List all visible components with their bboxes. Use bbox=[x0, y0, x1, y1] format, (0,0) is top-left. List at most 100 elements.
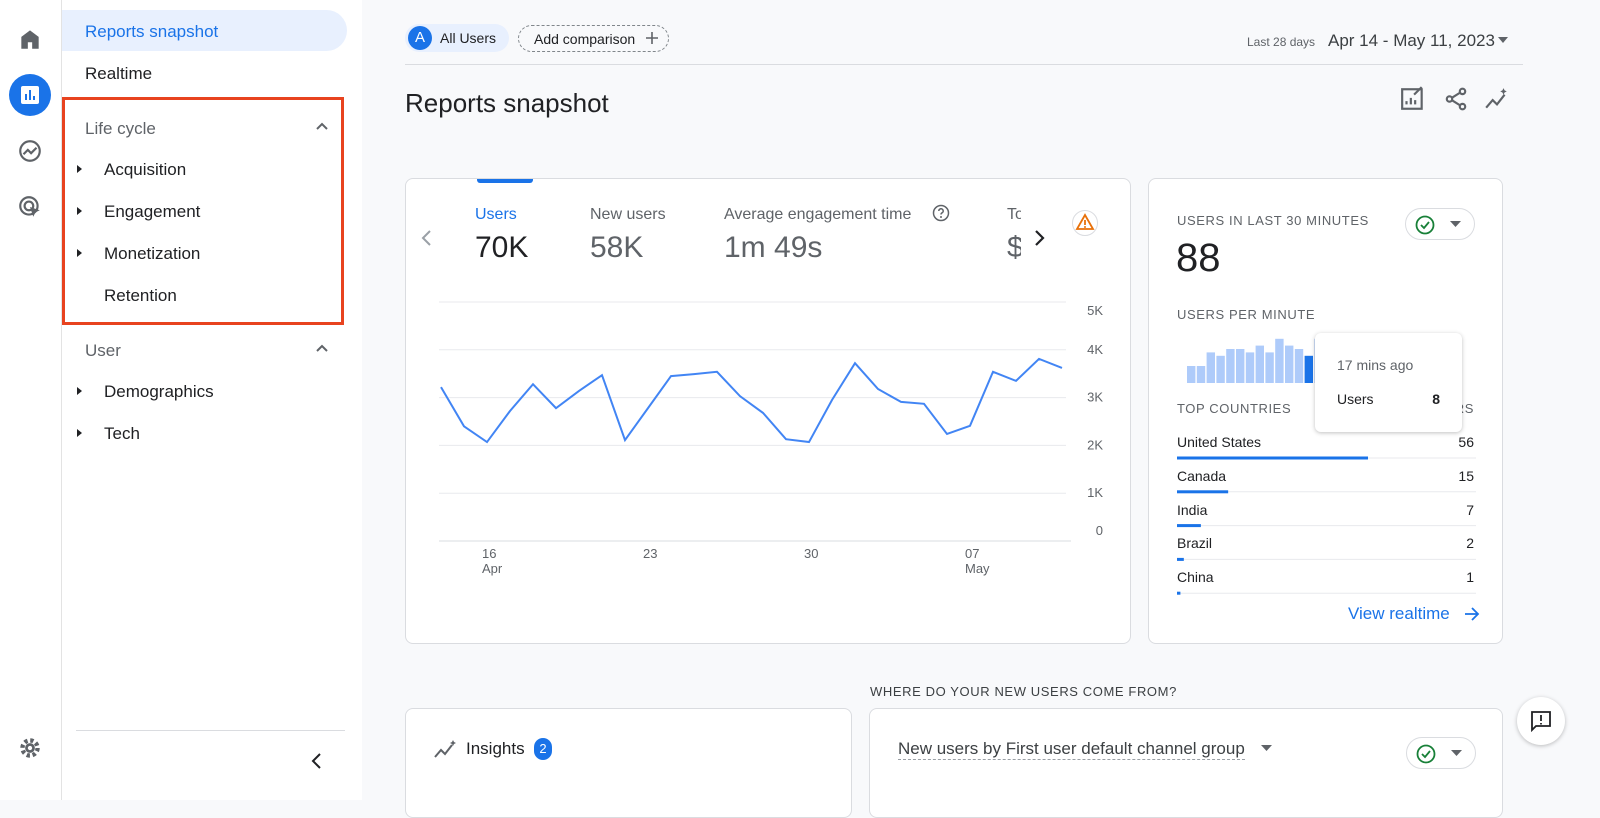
active-tab-indicator bbox=[477, 179, 533, 183]
segment-chip[interactable]: A All Users bbox=[405, 24, 509, 52]
advertising-icon[interactable] bbox=[17, 194, 43, 220]
minute-bar bbox=[1285, 345, 1294, 383]
metric-value: 70K bbox=[475, 231, 529, 264]
metric-label[interactable]: To bbox=[1007, 206, 1021, 223]
metric-value: $ bbox=[1007, 231, 1021, 265]
section-title[interactable]: User bbox=[85, 341, 121, 360]
minute-bar bbox=[1245, 352, 1255, 383]
x-tick-sublabel: May bbox=[965, 561, 990, 576]
y-tick-label: 2K bbox=[1087, 437, 1103, 452]
country-users: 2 bbox=[1466, 535, 1474, 552]
section-heading: WHERE DO YOUR NEW USERS COME FROM? bbox=[870, 684, 1177, 699]
minute-bar bbox=[1216, 355, 1225, 383]
nav-item[interactable]: Monetization bbox=[104, 244, 201, 263]
insights-card: Insights 2 bbox=[405, 708, 852, 818]
view-realtime-link[interactable]: View realtime bbox=[1348, 604, 1450, 623]
dropdown-icon bbox=[1450, 221, 1461, 227]
nav-rail bbox=[0, 0, 62, 800]
explore-icon[interactable] bbox=[17, 138, 43, 164]
date-range[interactable]: Apr 14 - May 11, 2023 bbox=[1328, 31, 1495, 50]
nav-item[interactable]: Demographics bbox=[104, 382, 214, 401]
plus-icon bbox=[646, 32, 658, 44]
metric-label[interactable]: New users bbox=[590, 206, 666, 223]
x-tick-label: 16 bbox=[482, 546, 496, 561]
status-chip[interactable] bbox=[1406, 737, 1476, 769]
nav-item[interactable]: Engagement bbox=[104, 202, 201, 221]
divider bbox=[76, 730, 345, 731]
nav-item[interactable]: Realtime bbox=[85, 64, 153, 83]
expand-arrow bbox=[77, 249, 82, 257]
minute-bar bbox=[1265, 352, 1274, 383]
x-tick-label: 23 bbox=[643, 546, 657, 561]
countries-title: TOP COUNTRIES bbox=[1177, 401, 1292, 416]
realtime-charts bbox=[1177, 338, 1476, 595]
nav-item[interactable]: Acquisition bbox=[104, 160, 187, 179]
metric-clip: To $ bbox=[1007, 199, 1021, 271]
nav-item[interactable]: Reports snapshot bbox=[85, 22, 219, 41]
expand-arrow bbox=[77, 429, 82, 437]
country-name: India bbox=[1177, 501, 1208, 518]
insights-title[interactable]: Insights bbox=[466, 739, 525, 758]
date-dropdown[interactable] bbox=[1497, 36, 1509, 44]
country-bar bbox=[1177, 456, 1368, 460]
help-icon[interactable] bbox=[932, 204, 950, 222]
feedback-button[interactable] bbox=[1517, 697, 1565, 745]
customize-icon[interactable] bbox=[1400, 86, 1426, 112]
prev-button[interactable] bbox=[420, 229, 432, 247]
metric-label[interactable]: Users bbox=[475, 206, 517, 223]
minute-bar bbox=[1294, 349, 1304, 383]
y-tick-label: 0 bbox=[1096, 523, 1103, 538]
next-button[interactable] bbox=[1034, 229, 1046, 247]
insights-icon bbox=[434, 740, 456, 758]
settings-icon[interactable] bbox=[17, 735, 43, 761]
country-bar bbox=[1177, 557, 1184, 561]
y-tick-label: 3K bbox=[1087, 390, 1103, 405]
home-icon[interactable] bbox=[17, 26, 43, 52]
collapse-sidebar[interactable] bbox=[310, 752, 324, 770]
x-tick-label: 30 bbox=[804, 546, 818, 561]
x-tick-label: 07 bbox=[965, 546, 979, 561]
realtime-title: USERS IN LAST 30 MINUTES bbox=[1177, 213, 1369, 228]
country-bar bbox=[1177, 524, 1201, 528]
country-users: 7 bbox=[1466, 501, 1474, 518]
metric-label[interactable]: Average engagement time bbox=[724, 206, 912, 223]
page-title: Reports snapshot bbox=[405, 88, 609, 118]
minute-bar bbox=[1304, 355, 1313, 383]
minute-bar bbox=[1236, 349, 1245, 383]
collapse-icon[interactable] bbox=[315, 121, 329, 131]
metrics-card: Users 70K New users 58K Average engageme… bbox=[405, 178, 1131, 644]
warning-icon[interactable] bbox=[1071, 210, 1099, 236]
reports-icon[interactable] bbox=[9, 74, 51, 116]
channel-title[interactable]: New users by First user default channel … bbox=[898, 739, 1245, 760]
tooltip-label: Users bbox=[1337, 391, 1374, 407]
insights-icon[interactable] bbox=[1484, 86, 1510, 112]
country-users: 15 bbox=[1458, 467, 1474, 484]
minute-bar bbox=[1255, 345, 1264, 383]
per-minute-title: USERS PER MINUTE bbox=[1177, 307, 1316, 322]
arrow-icon[interactable] bbox=[1464, 606, 1480, 622]
nav-item[interactable]: Retention bbox=[104, 286, 177, 305]
y-tick-label: 5K bbox=[1087, 303, 1103, 318]
collapse-icon[interactable] bbox=[315, 343, 329, 353]
minute-bar bbox=[1187, 366, 1196, 383]
sidebar: Reports snapshot Realtime Life cycle Acq… bbox=[62, 0, 362, 800]
channel-card: New users by First user default channel … bbox=[869, 708, 1503, 818]
highlight-box bbox=[62, 97, 344, 325]
realtime-value: 88 bbox=[1176, 236, 1221, 280]
add-comparison[interactable]: Add comparison bbox=[518, 25, 669, 52]
status-chip[interactable] bbox=[1405, 208, 1475, 240]
header-divider bbox=[405, 64, 1523, 65]
country-users: 56 bbox=[1458, 434, 1474, 450]
nav-item[interactable]: Tech bbox=[104, 424, 140, 443]
country-bar bbox=[1177, 591, 1181, 595]
dropdown-icon[interactable] bbox=[1261, 745, 1272, 752]
y-tick-label: 1K bbox=[1087, 485, 1103, 500]
section-title[interactable]: Life cycle bbox=[85, 119, 156, 138]
country-name: China bbox=[1177, 569, 1214, 586]
country-bar bbox=[1177, 490, 1229, 494]
share-icon[interactable] bbox=[1443, 86, 1469, 112]
add-comparison-label: Add comparison bbox=[534, 31, 636, 47]
dropdown-icon bbox=[1451, 750, 1462, 756]
country-name: United States bbox=[1177, 434, 1262, 450]
